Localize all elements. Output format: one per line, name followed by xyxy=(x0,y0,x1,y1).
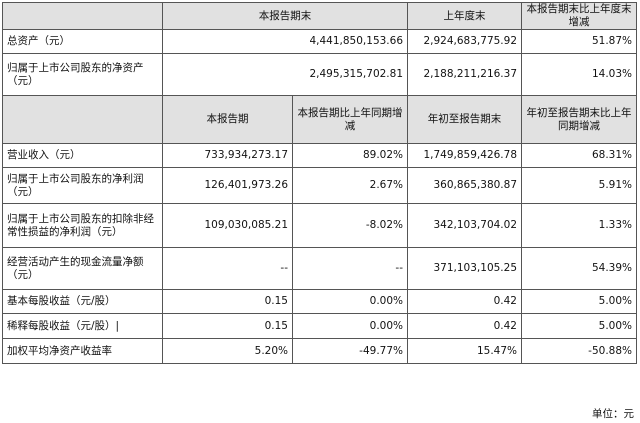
cell: 4,441,850,153.66 xyxy=(162,29,408,54)
cell: 0.00% xyxy=(292,313,408,339)
cell: -50.88% xyxy=(521,338,637,364)
mid-header-row: 本报告期 本报告期比上年同期增减 年初至报告期末 年初至报告期末比上年同期增减 xyxy=(2,95,637,144)
cell: 126,401,973.26 xyxy=(162,167,293,204)
table-row: 归属于上市公司股东的净利润（元） 126,401,973.26 2.67% 36… xyxy=(2,167,637,204)
cell: 5.00% xyxy=(521,289,637,314)
row-label: 总资产（元） xyxy=(2,29,163,54)
table-row: 归属于上市公司股东的净资产（元） 2,495,315,702.81 2,188,… xyxy=(2,53,637,96)
cell: 0.15 xyxy=(162,289,293,314)
cell: 5.00% xyxy=(521,313,637,339)
header-this-period-change: 本报告期比上年同期增减 xyxy=(292,95,408,144)
cell: 51.87% xyxy=(521,29,637,54)
table-row: 归属于上市公司股东的扣除非经常性损益的净利润（元） 109,030,085.21… xyxy=(2,203,637,248)
row-label: 经营活动产生的现金流量净额（元） xyxy=(2,247,163,290)
row-label: 营业收入（元） xyxy=(2,143,163,168)
header-change: 本报告期末比上年度末增减 xyxy=(521,2,637,30)
header-ytd: 年初至报告期末 xyxy=(407,95,522,144)
cell: 360,865,380.87 xyxy=(407,167,522,204)
table-row: 稀释每股收益（元/股）| 0.15 0.00% 0.42 5.00% xyxy=(2,313,637,339)
financial-table: 本报告期末 上年度末 本报告期末比上年度末增减 总资产（元） 4,441,850… xyxy=(2,2,637,364)
cell: 1.33% xyxy=(521,203,637,248)
table-row: 基本每股收益（元/股） 0.15 0.00% 0.42 5.00% xyxy=(2,289,637,314)
financial-summary: 本报告期末 上年度末 本报告期末比上年度末增减 总资产（元） 4,441,850… xyxy=(2,2,637,364)
cell: 0.42 xyxy=(407,289,522,314)
cell: 1,749,859,426.78 xyxy=(407,143,522,168)
row-label: 归属于上市公司股东的扣除非经常性损益的净利润（元） xyxy=(2,203,163,248)
cell: 109,030,085.21 xyxy=(162,203,293,248)
top-header-row: 本报告期末 上年度末 本报告期末比上年度末增减 xyxy=(2,2,637,30)
cell: 89.02% xyxy=(292,143,408,168)
row-label: 稀释每股收益（元/股）| xyxy=(2,313,163,339)
table-row: 营业收入（元） 733,934,273.17 89.02% 1,749,859,… xyxy=(2,143,637,168)
table-row: 经营活动产生的现金流量净额（元） -- -- 371,103,105.25 54… xyxy=(2,247,637,290)
row-label: 归属于上市公司股东的净利润（元） xyxy=(2,167,163,204)
table-row: 总资产（元） 4,441,850,153.66 2,924,683,775.92… xyxy=(2,29,637,54)
cell: 342,103,704.02 xyxy=(407,203,522,248)
cell: 371,103,105.25 xyxy=(407,247,522,290)
unit-note: 单位：元 xyxy=(592,408,634,420)
table-row: 加权平均净资产收益率 5.20% -49.77% 15.47% -50.88% xyxy=(2,338,637,364)
row-label: 归属于上市公司股东的净资产（元） xyxy=(2,53,163,96)
cell: 2,495,315,702.81 xyxy=(162,53,408,96)
cell: 68.31% xyxy=(521,143,637,168)
cell: 0.42 xyxy=(407,313,522,339)
cell: 15.47% xyxy=(407,338,522,364)
header-period-end: 本报告期末 xyxy=(162,2,408,30)
cell: -- xyxy=(292,247,408,290)
cell: -49.77% xyxy=(292,338,408,364)
cell: 2,188,211,216.37 xyxy=(407,53,522,96)
row-label: 加权平均净资产收益率 xyxy=(2,338,163,364)
row-label: 基本每股收益（元/股） xyxy=(2,289,163,314)
cell: 2.67% xyxy=(292,167,408,204)
cell: 54.39% xyxy=(521,247,637,290)
cell: 0.15 xyxy=(162,313,293,339)
cell: -- xyxy=(162,247,293,290)
header-last-year-end: 上年度末 xyxy=(407,2,522,30)
header-ytd-change: 年初至报告期末比上年同期增减 xyxy=(521,95,637,144)
cell: 2,924,683,775.92 xyxy=(407,29,522,54)
cell: 0.00% xyxy=(292,289,408,314)
cell: 5.20% xyxy=(162,338,293,364)
cell: 5.91% xyxy=(521,167,637,204)
header-this-period: 本报告期 xyxy=(162,95,293,144)
cell: -8.02% xyxy=(292,203,408,248)
cell: 14.03% xyxy=(521,53,637,96)
cell: 733,934,273.17 xyxy=(162,143,293,168)
